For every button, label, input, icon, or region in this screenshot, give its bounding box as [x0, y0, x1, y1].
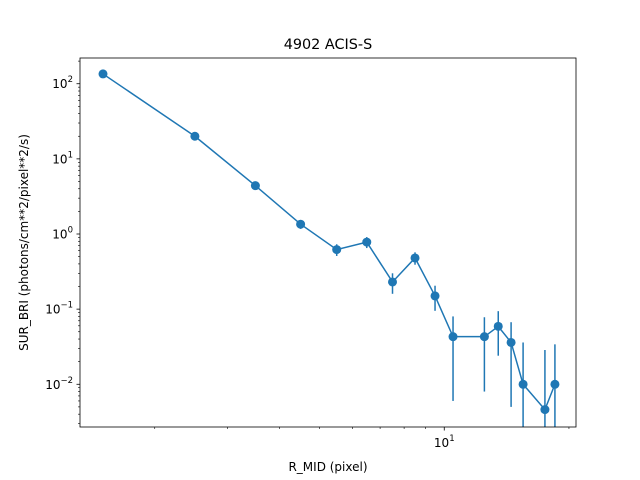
- data-point: [410, 253, 420, 263]
- series-line: [102, 73, 556, 412]
- x-axis: 101: [154, 427, 570, 450]
- data-point: [332, 245, 342, 255]
- y-tick-label: 101: [52, 150, 73, 166]
- data-point: [388, 277, 398, 287]
- data-point: [362, 237, 372, 247]
- x-tick-label: 101: [434, 434, 455, 450]
- data-point: [540, 405, 550, 415]
- y-axis-label: SUR_BRI (photons/cm**2/pixel**2/s): [17, 134, 31, 351]
- data-point: [479, 332, 489, 342]
- data-point: [296, 219, 306, 229]
- data-point: [250, 181, 260, 191]
- data-point: [493, 321, 503, 331]
- data-point: [448, 332, 458, 342]
- data-point: [518, 379, 528, 389]
- plot-frame: [79, 57, 577, 428]
- plot-area: [98, 69, 560, 427]
- data-point: [190, 131, 200, 141]
- data-point: [430, 291, 440, 301]
- chart-title: 4902 ACIS-S: [284, 37, 373, 53]
- y-tick-label: 10−2: [45, 376, 73, 392]
- y-tick-label: 100: [52, 226, 73, 242]
- data-point: [550, 379, 560, 389]
- data-point: [98, 69, 108, 79]
- data-point: [506, 337, 516, 347]
- y-tick-label: 10−1: [45, 301, 73, 317]
- x-axis-label: R_MID (pixel): [288, 460, 367, 474]
- y-axis: 10−2 10−1 100 101 102: [45, 60, 80, 424]
- y-tick-label: 102: [52, 75, 73, 91]
